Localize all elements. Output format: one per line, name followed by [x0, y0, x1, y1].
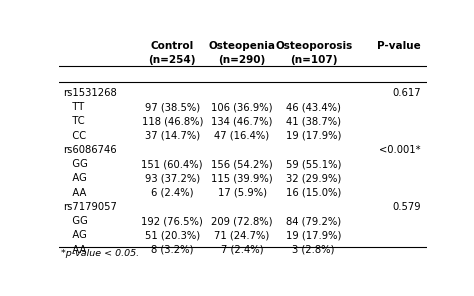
Text: P-value: P-value	[377, 41, 421, 51]
Text: AA: AA	[63, 188, 86, 198]
Text: (n=254): (n=254)	[148, 55, 196, 65]
Text: 134 (46.7%): 134 (46.7%)	[211, 116, 273, 126]
Text: 46 (43.4%): 46 (43.4%)	[286, 102, 341, 112]
Text: 156 (54.2%): 156 (54.2%)	[211, 159, 273, 169]
Text: 209 (72.8%): 209 (72.8%)	[211, 216, 273, 226]
Text: 37 (14.7%): 37 (14.7%)	[145, 131, 200, 141]
Text: 97 (38.5%): 97 (38.5%)	[145, 102, 200, 112]
Text: 93 (37.2%): 93 (37.2%)	[145, 173, 200, 184]
Text: (n=107): (n=107)	[290, 55, 337, 65]
Text: rs1531268: rs1531268	[63, 88, 117, 98]
Text: Osteoporosis: Osteoporosis	[275, 41, 352, 51]
Text: 17 (5.9%): 17 (5.9%)	[218, 188, 266, 198]
Text: <0.001*: <0.001*	[380, 145, 421, 155]
Text: GG: GG	[63, 159, 88, 169]
Text: 41 (38.7%): 41 (38.7%)	[286, 116, 341, 126]
Text: CC: CC	[63, 131, 86, 141]
Text: 19 (17.9%): 19 (17.9%)	[286, 131, 341, 141]
Text: 7 (2.4%): 7 (2.4%)	[221, 244, 263, 255]
Text: 151 (60.4%): 151 (60.4%)	[141, 159, 203, 169]
Text: 19 (17.9%): 19 (17.9%)	[286, 230, 341, 240]
Text: rs6086746: rs6086746	[63, 145, 117, 155]
Text: 192 (76.5%): 192 (76.5%)	[141, 216, 203, 226]
Text: *p-value < 0.05.: *p-value < 0.05.	[61, 249, 139, 258]
Text: 0.579: 0.579	[392, 202, 421, 212]
Text: AA: AA	[63, 244, 86, 255]
Text: 51 (20.3%): 51 (20.3%)	[145, 230, 200, 240]
Text: 118 (46.8%): 118 (46.8%)	[142, 116, 203, 126]
Text: 115 (39.9%): 115 (39.9%)	[211, 173, 273, 184]
Text: (n=290): (n=290)	[219, 55, 265, 65]
Text: Control: Control	[151, 41, 194, 51]
Text: GG: GG	[63, 216, 88, 226]
Text: TT: TT	[63, 102, 84, 112]
Text: AG: AG	[63, 173, 87, 184]
Text: 84 (79.2%): 84 (79.2%)	[286, 216, 341, 226]
Text: 71 (24.7%): 71 (24.7%)	[214, 230, 270, 240]
Text: 16 (15.0%): 16 (15.0%)	[286, 188, 341, 198]
Text: 47 (16.4%): 47 (16.4%)	[214, 131, 270, 141]
Text: 0.617: 0.617	[392, 88, 421, 98]
Text: AG: AG	[63, 230, 87, 240]
Text: TC: TC	[63, 116, 84, 126]
Text: 32 (29.9%): 32 (29.9%)	[286, 173, 341, 184]
Text: 59 (55.1%): 59 (55.1%)	[286, 159, 341, 169]
Text: Osteopenia: Osteopenia	[209, 41, 275, 51]
Text: 3 (2.8%): 3 (2.8%)	[292, 244, 335, 255]
Text: 8 (3.2%): 8 (3.2%)	[151, 244, 193, 255]
Text: 106 (36.9%): 106 (36.9%)	[211, 102, 273, 112]
Text: 6 (2.4%): 6 (2.4%)	[151, 188, 193, 198]
Text: rs7179057: rs7179057	[63, 202, 117, 212]
